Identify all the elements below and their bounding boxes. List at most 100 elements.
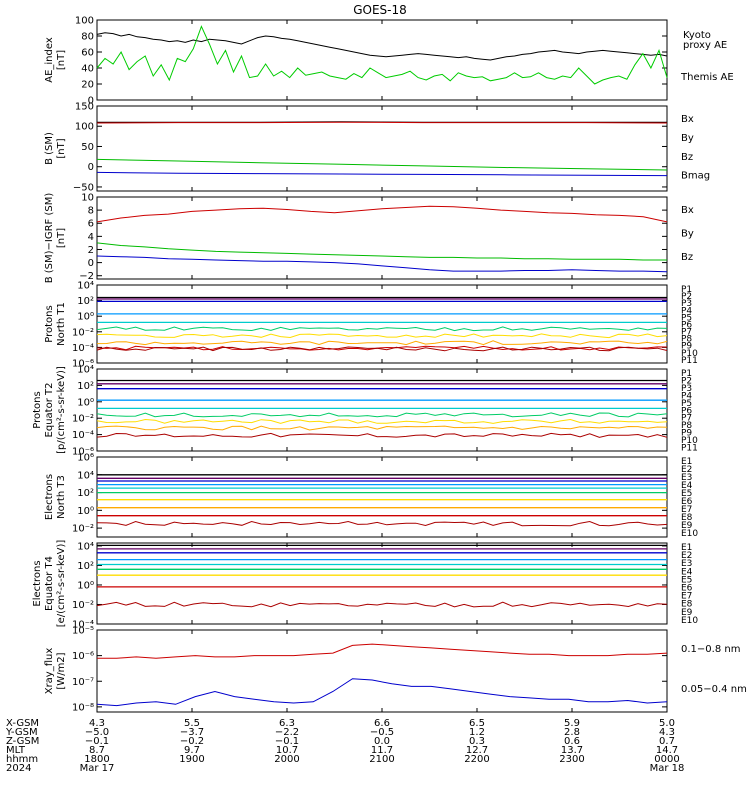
y-tick-label: 50 [81,142,94,153]
x-row-value: 1800 [84,754,109,765]
y-tick-label: 6 [88,219,94,230]
legend-entry: 0.1−0.8 nm [681,644,740,655]
y-tick-label: 10 [81,193,94,204]
series-line [96,346,668,352]
legend-entry: P11 [681,444,698,454]
y-axis-label: [W/m2] [56,652,67,689]
y-tick-label: 10⁻⁵ [72,626,94,637]
year-label: 2024 [6,763,31,774]
series-line [97,643,668,659]
series-line [96,340,668,346]
y-tick-label: 100 [75,122,94,133]
legend-entry: By [681,228,694,239]
x-row-value: 1.2 [469,727,485,738]
x-row-value: 4.3 [89,718,105,729]
y-tick-label: 10⁶ [77,453,94,464]
y-tick-label: 80 [81,32,94,43]
y-axis-label: [nT] [56,228,67,248]
x-row-value: 6.5 [469,718,485,729]
legend-entry: E7 [681,592,692,602]
y-tick-label: 10⁻⁷ [72,677,94,688]
y-tick-label: 4 [88,232,94,243]
x-row-value: −0.5 [370,727,394,738]
date-right: Mar 18 [650,763,685,774]
series-line [96,418,668,424]
y-tick-label: 10⁻² [72,524,94,535]
y-tick-label: 10⁴ [77,365,94,376]
y-tick-label: 60 [81,48,94,59]
x-row-value: 12.7 [466,745,488,756]
legend-entry: E7 [681,505,692,515]
y-axis-label: [nT] [56,50,67,70]
y-axis-label: Electrons [44,474,55,520]
legend-entry: E6 [681,584,693,594]
y-tick-label: 10⁻⁴ [72,620,94,631]
legend-entry: P1 [681,285,692,295]
legend-entry: E9 [681,608,693,618]
x-row-value: 2.8 [564,727,580,738]
panel-pet2: 10⁴ 10² 10⁰ 10⁻² 10⁻⁴ 10⁻⁶ Protons Equator T2 [p… [32,365,698,458]
legend-entry: E6 [681,497,693,507]
x-row-value: −0.2 [180,736,204,747]
legend-entry: E5 [681,575,692,585]
legend-entry: E10 [681,529,698,539]
legend-entry: E9 [681,521,693,531]
x-row-value: 10.7 [276,745,298,756]
legend-entry: E1 [681,457,692,467]
legend-entry: Bz [681,152,693,163]
x-row-value: −2.2 [275,727,299,738]
y-tick-label: 10⁰ [77,580,94,591]
x-row-value: −0.1 [275,736,299,747]
legend-entry: By [681,133,694,144]
x-row-value: 0.3 [469,736,485,747]
x-row-value: 11.7 [371,745,393,756]
y-tick-label: −2 [79,271,94,282]
series-line [96,345,668,351]
series-line [96,242,667,261]
x-row-value: 4.3 [659,727,675,738]
series-line [96,520,668,527]
y-axis-label: Protons [44,305,55,342]
series-line [96,333,668,339]
y-axis-label: [p/(cm²-s-sr-keV)] [56,366,67,454]
y-tick-label: 10² [77,561,94,572]
legend-entry: P2 [681,292,692,302]
y-axis-label: AE_index [44,37,55,83]
series-line [96,412,668,418]
series-line [96,601,668,608]
x-row-value: 13.7 [561,745,583,756]
y-axis-label: [e/(cm²-s-sr-keV)] [56,540,67,628]
panel-frame [96,105,668,192]
x-row-label: Y-GSM [5,727,38,738]
x-row-value: −3.7 [180,727,204,738]
y-tick-label: 10⁻⁴ [72,343,94,354]
series-line [96,205,668,223]
y-tick-label: 150 [75,102,94,113]
panel-bigrf: −2 0 2 4 6 8 10 B (SM)−IGRF (SM) [nT] Bx By Bz [44,193,694,284]
series-line [96,121,668,124]
legend-entry: E1 [681,543,692,553]
x-row-value: −0.1 [85,736,109,747]
y-tick-label: 10⁴ [77,281,94,292]
y-axis-label: Equator T2 [44,383,55,438]
panel-bsm: −50 0 50 100 150 B (SM) [nT] Bx By Bz Bmag [44,102,710,194]
legend-entry: E10 [681,616,698,626]
legend-entry: Bz [681,252,693,263]
x-row-value: 0000 [654,754,679,765]
y-tick-label: 20 [81,80,94,91]
x-row-label: X-GSM [6,718,39,729]
x-row-value: 0.0 [374,736,390,747]
y-axis-label: North T1 [56,302,67,346]
legend-entry: E8 [681,600,693,610]
y-axis-label: Equator T4 [44,556,55,611]
y-tick-label: 40 [81,64,94,75]
y-tick-label: 10⁴ [77,470,94,481]
y-tick-label: 0 [88,96,94,107]
series-line [96,425,668,431]
y-tick-label: 10⁻⁶ [72,651,94,662]
x-row-value: −5.0 [85,727,109,738]
y-axis-label: B (SM)−IGRF (SM) [44,193,55,284]
